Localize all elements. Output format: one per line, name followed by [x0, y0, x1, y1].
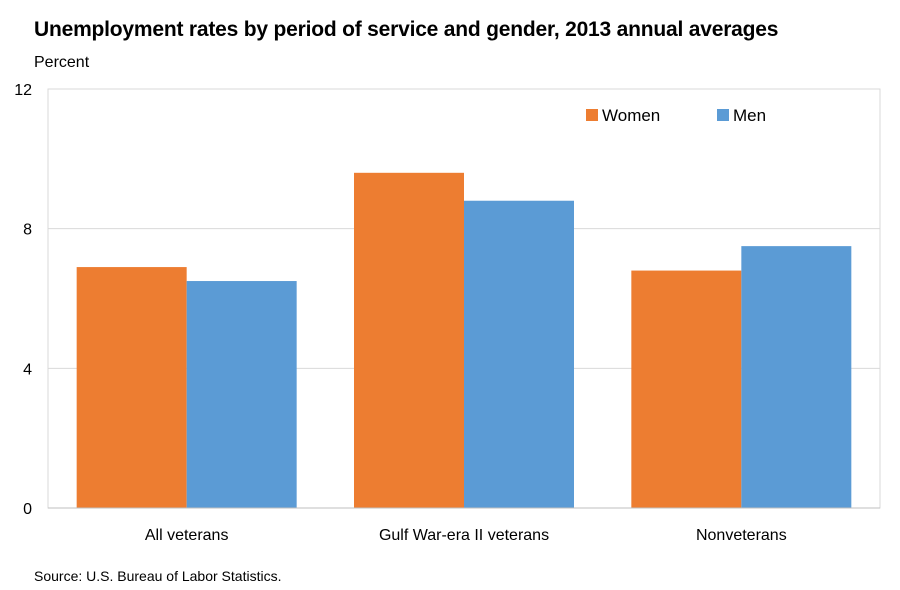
legend-swatch-women [586, 109, 598, 121]
bar-men-3 [741, 246, 852, 508]
bar-women-3 [631, 270, 742, 508]
y-axis-label: Percent [34, 54, 90, 71]
legend-label-men: Men [733, 106, 766, 125]
legend-swatch-men [717, 109, 729, 121]
legend-label-women: Women [602, 106, 660, 125]
bar-men-1 [186, 281, 297, 508]
bar-women-1 [76, 267, 187, 508]
x-tick-label: Nonveterans [696, 527, 787, 544]
y-tick-label: 12 [14, 82, 32, 99]
y-tick-label: 8 [23, 222, 32, 239]
bar-men-2 [464, 200, 574, 508]
source-note: Source: U.S. Bureau of Labor Statistics. [34, 568, 282, 584]
chart-title: Unemployment rates by period of service … [34, 18, 779, 41]
bar-women-2 [354, 172, 464, 509]
y-tick-label: 0 [23, 501, 32, 518]
y-tick-label: 4 [23, 361, 32, 378]
x-tick-label: Gulf War-era II veterans [379, 527, 549, 544]
x-tick-label: All veterans [145, 527, 229, 544]
